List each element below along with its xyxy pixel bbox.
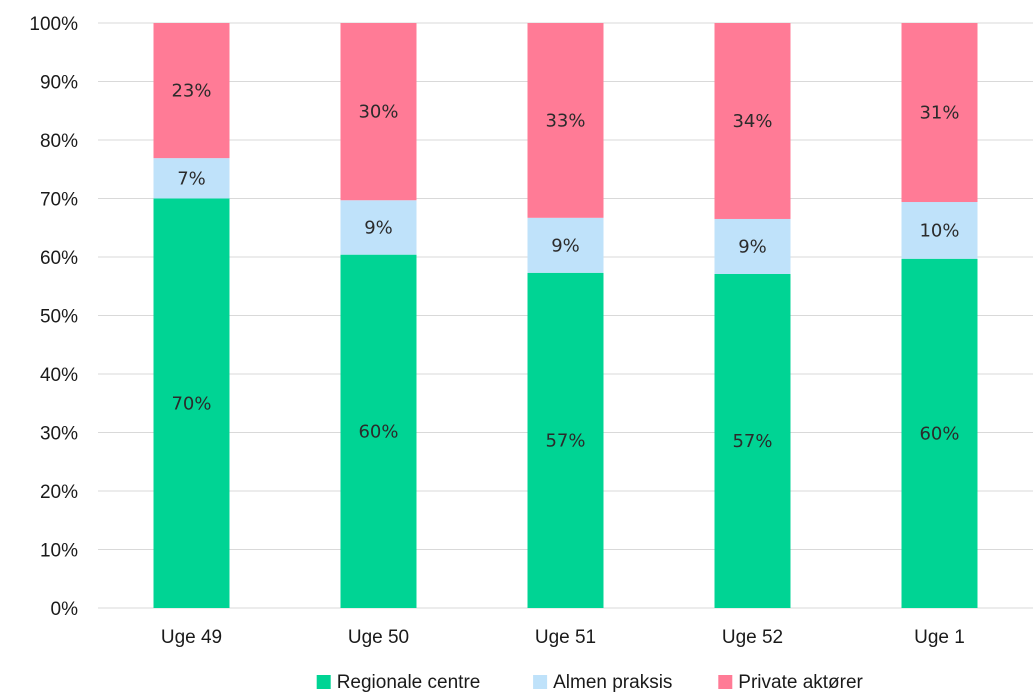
y-tick-label: 100%	[29, 14, 78, 35]
data-label: 60%	[358, 421, 398, 442]
data-label: 60%	[919, 423, 959, 444]
bar-segment	[527, 23, 604, 218]
y-tick-label: 50%	[40, 307, 78, 328]
bar-segment	[714, 273, 791, 608]
bar-segment	[527, 217, 604, 273]
bar-segment	[527, 272, 604, 608]
data-label: 23%	[171, 81, 211, 102]
x-tick-label: Uge 50	[348, 627, 409, 648]
x-tick-label: Uge 49	[161, 627, 222, 648]
y-tick-label: 80%	[40, 131, 78, 152]
legend-label: Regionale centre	[337, 672, 481, 693]
x-tick-label: Uge 52	[722, 627, 783, 648]
bars	[153, 23, 978, 608]
data-label: 30%	[358, 102, 398, 123]
bar-segment	[340, 23, 417, 201]
data-label: 31%	[919, 103, 959, 124]
bar-segment	[901, 258, 978, 608]
bar-segment	[340, 254, 417, 608]
y-tick-label: 30%	[40, 424, 78, 445]
data-label: 70%	[171, 393, 211, 414]
legend-marker	[718, 675, 733, 689]
data-label: 10%	[919, 220, 959, 241]
y-tick-label: 20%	[40, 482, 78, 503]
y-tick-label: 70%	[40, 190, 78, 211]
bar-segment	[153, 158, 230, 199]
bar-segment	[714, 23, 791, 219]
legend: Regionale centre Almen praksis Private akt…	[316, 672, 864, 693]
legend-label: Almen praksis	[553, 672, 672, 693]
bar-segment	[901, 202, 978, 259]
data-label: 9%	[551, 235, 580, 256]
y-tick-label: 90%	[40, 73, 78, 94]
legend-marker	[316, 675, 331, 689]
bar-segment	[340, 200, 417, 255]
data-label: 9%	[738, 236, 767, 257]
x-tick-label: Uge 1	[914, 627, 965, 648]
data-label: 57%	[545, 430, 585, 451]
bar-segment	[153, 23, 230, 159]
legend-marker	[533, 675, 548, 689]
bar-segment	[153, 198, 230, 608]
data-labels: 70% 7% 23% 60% 9% 30% 57% 9% 33% 57% 9% 34% 60% 10% 31…	[171, 81, 959, 452]
data-label: 33%	[545, 110, 585, 131]
x-axis-ticks: Uge 49 Uge 50 Uge 51 Uge 52 Uge 1	[161, 627, 965, 648]
y-tick-label: 60%	[40, 248, 78, 269]
bar-segment	[714, 218, 791, 274]
y-axis-ticks: 0% 10% 20% 30% 40% 50% 60% 70% 80% 90% 100%	[29, 14, 78, 620]
y-tick-label: 10%	[40, 541, 78, 562]
bar-segment	[901, 23, 978, 203]
data-label: 57%	[732, 431, 772, 452]
data-label: 9%	[364, 217, 393, 238]
y-tick-label: 0%	[51, 599, 79, 620]
data-label: 34%	[732, 111, 772, 132]
y-tick-label: 40%	[40, 365, 78, 386]
legend-label: Private aktører	[738, 672, 863, 693]
data-label: 7%	[177, 168, 206, 189]
x-tick-label: Uge 51	[535, 627, 596, 648]
